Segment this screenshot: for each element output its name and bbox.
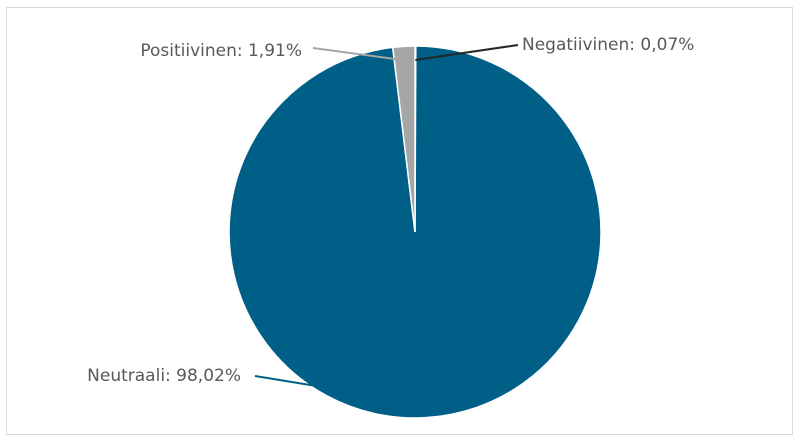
leader-lines bbox=[254, 44, 519, 405]
label-positiivinen: Positiivinen: 1,91% bbox=[140, 41, 302, 61]
leader-line-positiivinen bbox=[312, 47, 405, 62]
slice-labels: Negatiivinen: 0,07% Neutraali: 98,02% Po… bbox=[87, 35, 694, 386]
pie-slices bbox=[228, 45, 602, 419]
label-neutraali: Neutraali: 98,02% bbox=[87, 366, 241, 386]
pie-slice-positiivinen bbox=[391, 45, 416, 233]
leader-line-neutraali bbox=[254, 375, 426, 405]
leader-line-negatiivinen bbox=[415, 44, 519, 61]
label-negatiivinen: Negatiivinen: 0,07% bbox=[522, 35, 694, 55]
